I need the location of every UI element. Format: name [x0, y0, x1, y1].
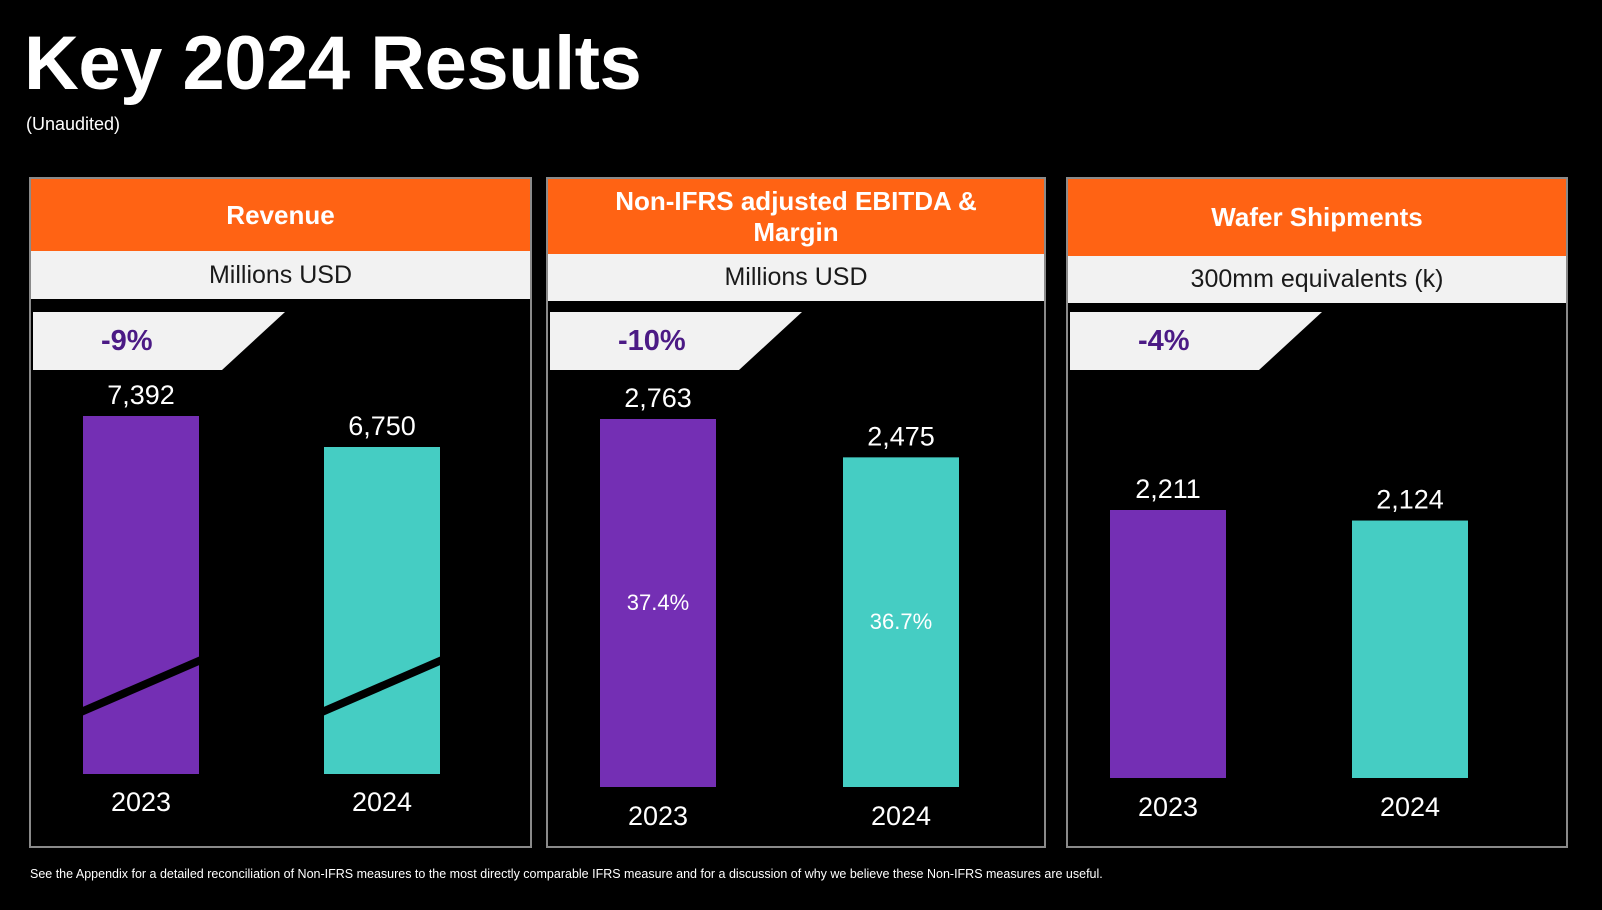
revenue-panel: Revenue Millions USD -9% 7,392 2023 6,750 2…: [29, 177, 532, 848]
ebitda-change-label: -10%: [618, 324, 686, 357]
bar-2024: [324, 447, 440, 774]
revenue-chart: 7,392 2023 6,750 2024: [79, 380, 444, 817]
margin-label-2024: 36.7%: [870, 609, 932, 634]
page-title: Key 2024 Results: [24, 21, 642, 106]
revenue-header: Revenue: [31, 179, 530, 251]
wafer-change-label: -4%: [1138, 324, 1190, 357]
category-label-2024: 2024: [871, 801, 931, 831]
ebitda-header: Non-IFRS adjusted EBITDA & Margin: [548, 179, 1044, 254]
wafer-panel: Wafer Shipments 300mm equivalents (k) -4…: [1066, 177, 1568, 848]
axis-break-2023: [79, 656, 203, 716]
footnote: See the Appendix for a detailed reconcil…: [30, 867, 1103, 881]
revenue-unit: Millions USD: [31, 251, 530, 299]
category-label-2023: 2023: [111, 787, 171, 817]
revenue-change-label: -9%: [101, 324, 153, 357]
wafer-header: Wafer Shipments: [1068, 179, 1566, 256]
value-label-2023: 2,211: [1135, 474, 1201, 504]
value-label-2023: 7,392: [107, 380, 175, 410]
bar-2024: [843, 457, 959, 787]
category-label-2023: 2023: [628, 801, 688, 831]
bar-2024: [1352, 520, 1468, 778]
wafer-unit: 300mm equivalents (k): [1068, 256, 1566, 303]
bar-2023: [600, 419, 716, 787]
bar-2023: [1110, 510, 1226, 778]
value-label-2024: 6,750: [348, 411, 416, 441]
ebitda-unit: Millions USD: [548, 254, 1044, 301]
wafer-chart: 2,211 2023 2,124 2024: [1110, 474, 1468, 822]
value-label-2024: 2,475: [867, 421, 935, 451]
category-label-2024: 2024: [352, 787, 412, 817]
axis-break-2024: [320, 656, 444, 716]
ebitda-chart: 2,763 2023 37.4% 2,475 2024 36.7%: [600, 383, 959, 831]
margin-label-2023: 37.4%: [627, 590, 689, 615]
value-label-2024: 2,124: [1376, 485, 1444, 515]
ebitda-panel: Non-IFRS adjusted EBITDA & Margin Millio…: [546, 177, 1046, 848]
value-label-2023: 2,763: [624, 383, 692, 413]
page-subtitle: (Unaudited): [26, 114, 121, 134]
category-label-2024: 2024: [1380, 792, 1440, 822]
category-label-2023: 2023: [1138, 792, 1198, 822]
bar-2023: [83, 416, 199, 774]
